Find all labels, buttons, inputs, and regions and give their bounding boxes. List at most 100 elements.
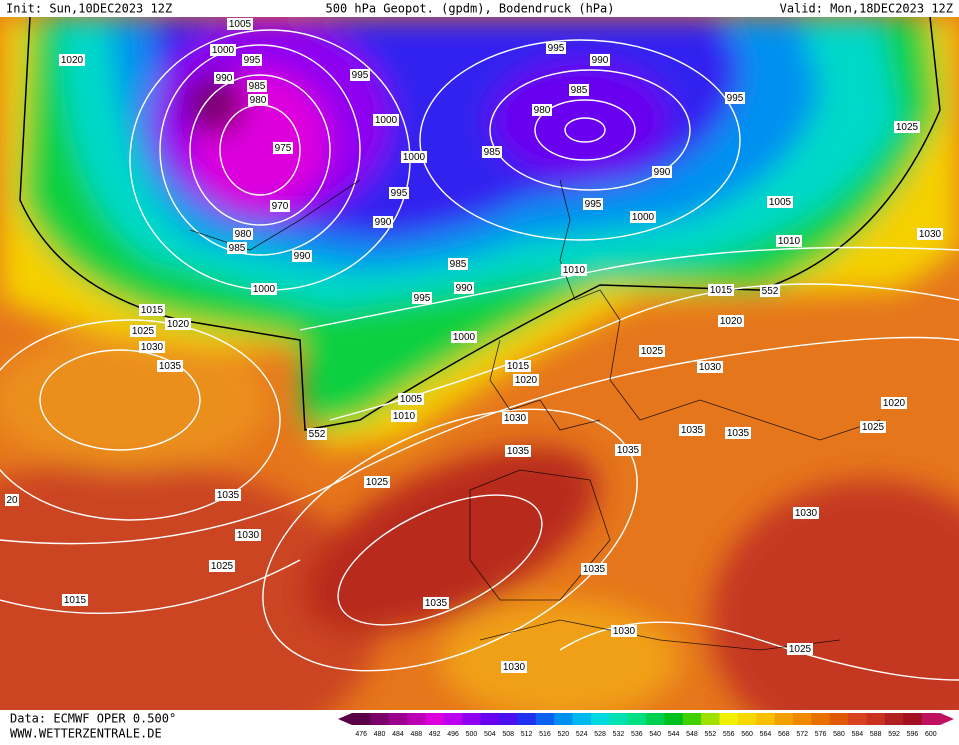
colorbar-swatch (609, 713, 629, 725)
isobar-label-box (373, 114, 399, 126)
isobar-label: 1020 (61, 55, 84, 66)
isobar-label: 990 (456, 283, 473, 294)
colorbar-swatch (535, 713, 555, 725)
colorbar-swatch (774, 713, 794, 725)
colorbar-label: 532 (613, 731, 625, 738)
colorbar-swatch (884, 713, 904, 725)
isobar-label-box (235, 529, 261, 541)
isobar-label: 1015 (507, 361, 530, 372)
colorbar-label: 572 (796, 731, 808, 738)
isobar-label-box (776, 235, 802, 247)
isobar-label-box (248, 94, 268, 106)
isobar-label: 1020 (883, 398, 906, 409)
isobar-label-box (209, 560, 235, 572)
isobar-label: 980 (250, 95, 267, 106)
colorbar-label: 536 (631, 731, 643, 738)
colorbar-swatch (848, 713, 867, 725)
isobar-label: 1025 (366, 477, 389, 488)
isobar-label: 985 (229, 243, 246, 254)
isobar-label-box (139, 341, 165, 353)
isobar-label-box (412, 292, 432, 304)
colorbar-swatch (829, 713, 849, 725)
isobar-label-box (482, 146, 502, 158)
colorbar-label: 476 (355, 731, 367, 738)
isobar-label: 1030 (919, 229, 942, 240)
colorbar-swatch (682, 713, 702, 725)
isobar-label-box (364, 476, 390, 488)
isobar-label: 552 (309, 429, 326, 440)
isobar-label-box (652, 166, 672, 178)
map-area (0, 17, 959, 710)
isobar-label-box (62, 594, 88, 606)
isobar-label-box (391, 410, 417, 422)
isobar-label: 975 (275, 143, 292, 154)
colorbar-label: 504 (484, 731, 496, 738)
isobar-label: 1035 (425, 598, 448, 609)
colorbar-label: 480 (374, 731, 386, 738)
isobar-label-box (130, 325, 156, 337)
colorbar-swatch (407, 713, 426, 725)
colorbar-swatch (756, 713, 776, 725)
isobar-label: 1005 (769, 197, 792, 208)
isobar-label-box (5, 494, 19, 506)
isobar-label-box (307, 428, 327, 440)
isobar-label-box (725, 92, 745, 104)
isobar-label: 1000 (453, 332, 476, 343)
isobar-label-box (513, 374, 539, 386)
isobar-label-box (881, 397, 907, 409)
isobar-label-box (767, 196, 793, 208)
isobar-label-box (917, 228, 943, 240)
isobar-label: 20 (6, 495, 18, 506)
colorbar-label: 600 (925, 731, 937, 738)
isobar-label: 1000 (253, 284, 276, 295)
isobar-label-box (569, 84, 589, 96)
isobar-label: 1035 (727, 428, 750, 439)
isobar-label: 1025 (641, 346, 664, 357)
colorbar-swatch (701, 713, 720, 725)
isobar-label-box (501, 661, 527, 673)
isobar-label-box (860, 421, 886, 433)
isobar-label-box (532, 104, 552, 116)
isobar-label: 1000 (632, 212, 655, 223)
isobar-label: 1025 (211, 561, 234, 572)
isobar-label: 985 (571, 85, 588, 96)
coastlines (189, 179, 881, 651)
isobar-label: 1015 (710, 285, 733, 296)
isobar-label-box (59, 54, 85, 66)
isobar-label-box (793, 507, 819, 519)
isobar-label-box (448, 258, 468, 270)
colorbar-label: 484 (392, 731, 404, 738)
isobar-label-box (505, 360, 531, 372)
isobar-label-box (454, 282, 474, 294)
isobar-label: 1035 (681, 425, 704, 436)
isobar-label: 1025 (132, 326, 155, 337)
map-title: 500 hPa Geopot. (gpdm), Bodendruck (hPa) (326, 2, 615, 16)
colorbar-swatch (866, 713, 886, 725)
website: WWW.WETTERZENTRALE.DE (10, 727, 162, 741)
colorbar-swatch (572, 713, 592, 725)
colorbar-label: 516 (539, 731, 551, 738)
isobar-label: 1000 (212, 45, 235, 56)
isobar-label-box (389, 187, 409, 199)
isobar-label-box (718, 315, 744, 327)
colorbar: 476 480 484 488 492 496 500 504 508 512 516 520 524 5… (338, 713, 954, 738)
isobar-label: 985 (249, 81, 266, 92)
isobar-label: 970 (272, 201, 289, 212)
isobar-label-box (139, 304, 165, 316)
isobar-label-box (611, 625, 637, 637)
isobar-label-box (373, 216, 393, 228)
isobar-label-box (210, 44, 236, 56)
colorbar-swatch (480, 713, 500, 725)
colorbar-label: 524 (576, 731, 588, 738)
isobar-label-box (214, 72, 234, 84)
colorbar-swatch (554, 713, 573, 725)
isobar-label-box (165, 318, 191, 330)
isobar-label: 1010 (393, 411, 416, 422)
colorbar-swatch (627, 713, 647, 725)
isobar-label-box (401, 151, 427, 163)
isobar-label: 1025 (789, 644, 812, 655)
colorbar-swatch (590, 713, 610, 725)
isobar-label: 1030 (141, 342, 164, 353)
isobar-label: 1030 (795, 508, 818, 519)
colorbar-swatch (352, 713, 371, 725)
